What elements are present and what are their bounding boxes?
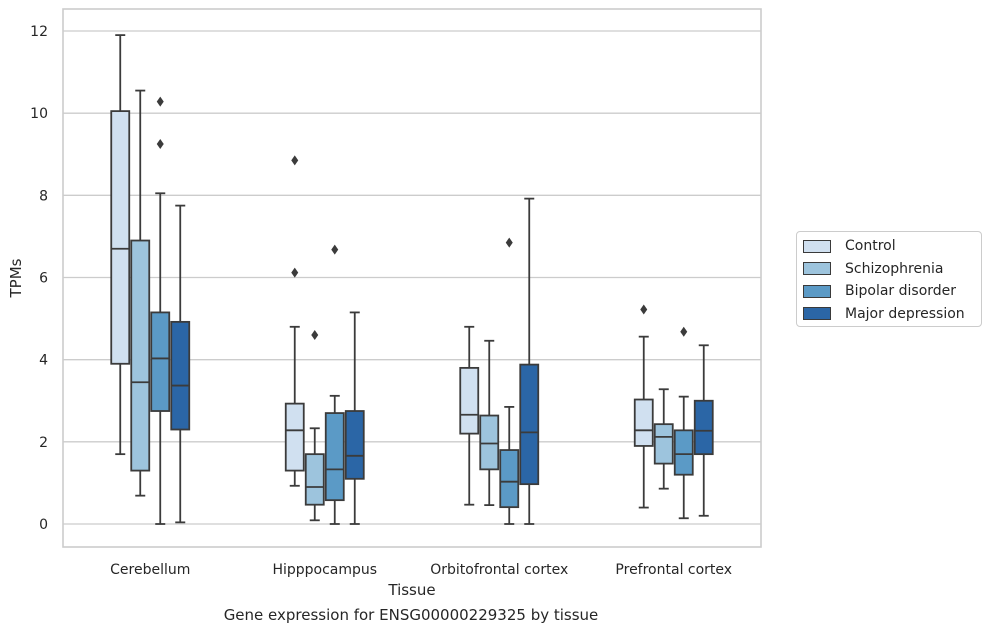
y-tick-label: 8 xyxy=(39,188,48,204)
legend-label: Control xyxy=(845,238,896,254)
box-major-depression xyxy=(693,344,714,517)
outlier-point xyxy=(331,244,339,255)
legend-item: Major depression xyxy=(803,304,965,324)
legend-swatch xyxy=(803,239,831,253)
legend-swatch xyxy=(803,307,831,320)
box-schizophrenia xyxy=(653,388,674,490)
y-tick-label: 4 xyxy=(39,353,48,369)
box-major-depression xyxy=(519,197,540,525)
legend-label: Schizophrenia xyxy=(845,260,944,277)
box-iqr xyxy=(673,429,694,476)
outlier-point xyxy=(680,326,688,337)
legend-swatch xyxy=(803,284,831,298)
x-tick-labels: Cerebellum Hipppocampus Orbitofrontal cort… xyxy=(110,562,732,578)
x-tick-label: Prefrontal cortex xyxy=(615,562,732,578)
x-tick-label: Hipppocampus xyxy=(272,562,377,578)
box-control xyxy=(110,34,131,456)
box-bipolar-disorder xyxy=(150,96,171,525)
legend-label: Bipolar disorder xyxy=(845,283,957,299)
box-iqr xyxy=(170,320,191,431)
outlier-point xyxy=(640,304,648,315)
box-iqr xyxy=(459,366,480,435)
outlier-point xyxy=(311,330,319,341)
box-iqr xyxy=(344,410,365,480)
y-tick-labels: 0 2 4 6 8 10 12 xyxy=(30,24,48,533)
box-iqr xyxy=(633,398,654,447)
legend-item: Control xyxy=(803,236,896,256)
box-bipolar-disorder xyxy=(673,326,694,520)
x-tick-label: Cerebellum xyxy=(110,562,190,578)
box-groups xyxy=(110,34,714,525)
y-tick-label: 10 xyxy=(30,106,48,122)
x-axis-label: Tissue xyxy=(387,581,435,599)
legend-label: Major depression xyxy=(845,305,965,322)
y-tick-label: 6 xyxy=(39,271,48,287)
box-iqr xyxy=(110,110,131,365)
box-iqr xyxy=(324,412,345,502)
y-tick-label: 0 xyxy=(39,517,48,533)
box-iqr xyxy=(693,399,714,456)
legend: Control Schizophrenia Bipolar disorder Majo… xyxy=(796,231,982,327)
box-iqr xyxy=(499,449,520,509)
outlier-point xyxy=(505,237,513,248)
box-iqr xyxy=(150,311,171,412)
outlier-point xyxy=(291,155,299,166)
y-axis-label: TPMs xyxy=(7,258,25,298)
y-tick-label: 12 xyxy=(30,24,48,40)
box-iqr xyxy=(479,414,500,471)
box-control xyxy=(284,155,305,487)
box-iqr xyxy=(284,402,305,472)
box-iqr xyxy=(130,239,151,472)
box-major-depression xyxy=(170,204,191,524)
box-schizophrenia xyxy=(304,330,325,522)
box-bipolar-disorder xyxy=(499,237,520,525)
legend-swatch xyxy=(803,262,831,275)
outlier-point xyxy=(156,96,164,107)
box-major-depression xyxy=(344,311,365,525)
legend-item: Bipolar disorder xyxy=(803,281,956,301)
box-iqr xyxy=(653,423,674,465)
box-control xyxy=(633,304,654,509)
box-schizophrenia xyxy=(130,89,151,497)
box-control xyxy=(459,325,480,506)
y-tick-label: 2 xyxy=(39,435,48,451)
legend-item: Schizophrenia xyxy=(803,259,943,279)
x-tick-label: Orbitofrontal cortex xyxy=(430,562,568,578)
box-iqr xyxy=(304,453,325,506)
box-iqr xyxy=(519,363,540,486)
chart-caption: Gene expression for ENSG00000229325 by t… xyxy=(223,606,599,624)
box-schizophrenia xyxy=(479,339,500,507)
outlier-point xyxy=(156,138,164,149)
box-bipolar-disorder xyxy=(324,244,345,525)
outlier-point xyxy=(291,267,299,278)
